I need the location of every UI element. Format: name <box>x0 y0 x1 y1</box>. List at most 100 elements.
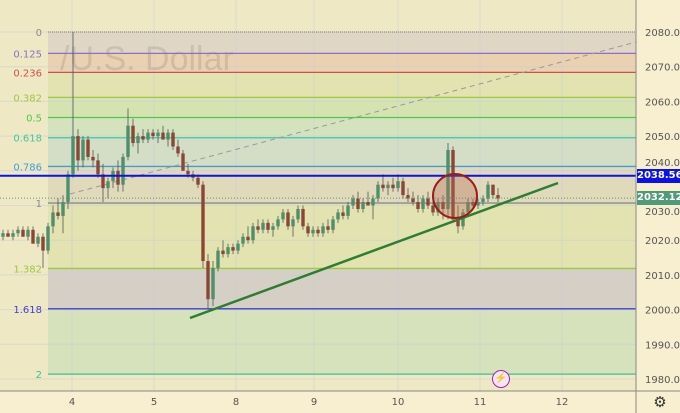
candle-body <box>186 170 190 175</box>
candle <box>51 205 55 234</box>
candle-body <box>281 212 285 220</box>
candle <box>86 136 90 161</box>
horizontal-line-price-tag: 2038.56 <box>637 168 680 183</box>
candle <box>156 129 160 144</box>
candle <box>306 222 310 237</box>
trend-line[interactable] <box>189 181 559 320</box>
candle-body <box>386 184 390 189</box>
candle <box>41 233 45 268</box>
price-tick-label: 2070.00 <box>645 63 680 74</box>
candle <box>291 215 295 237</box>
candle-body <box>366 202 370 206</box>
candle-body <box>316 229 320 234</box>
chart-background <box>0 0 636 391</box>
price-tick-label: 2020.00 <box>645 236 680 247</box>
candle-body <box>346 205 350 216</box>
candle <box>76 129 80 171</box>
current-price-tag: 2032.12 <box>637 191 680 206</box>
time-tick-label: 5 <box>151 397 157 408</box>
candle <box>216 247 220 272</box>
lightning-icon[interactable]: ⚡ <box>492 370 510 388</box>
candle-body <box>421 198 425 209</box>
candle-body <box>11 233 15 237</box>
candle <box>91 149 95 168</box>
candle <box>126 108 130 161</box>
candle-body <box>171 132 175 147</box>
candle-body <box>491 184 495 196</box>
candle <box>481 195 485 206</box>
fib-level-label: 0.125 <box>13 49 42 60</box>
candle-body <box>376 184 380 199</box>
candle-body <box>166 132 170 140</box>
candle <box>411 191 415 206</box>
candle-body <box>226 247 230 255</box>
candle <box>146 129 150 144</box>
time-tick-label: 9 <box>311 397 317 408</box>
candle-body <box>496 195 500 199</box>
candle-body <box>296 208 300 220</box>
candle <box>246 226 250 244</box>
candle <box>151 129 155 140</box>
candle-body <box>46 226 50 251</box>
fib-band <box>48 166 636 204</box>
candle <box>81 136 85 168</box>
candle-body <box>151 132 155 137</box>
candle-body <box>406 195 410 199</box>
candle-body <box>411 198 415 203</box>
candle <box>436 198 440 216</box>
candle-body <box>246 236 250 241</box>
time-tick-label: 4 <box>69 397 75 408</box>
candle-body <box>1 233 5 237</box>
candle <box>281 208 285 223</box>
candle <box>11 229 15 241</box>
fib-band <box>48 72 636 98</box>
fib-level-label: 0.786 <box>13 162 42 173</box>
candle <box>381 174 385 192</box>
candle-body <box>481 198 485 203</box>
candle <box>311 226 315 237</box>
candle <box>286 208 290 230</box>
candle-body <box>56 212 60 216</box>
candle <box>106 177 110 199</box>
candle-body <box>156 132 160 137</box>
candle-body <box>86 139 90 157</box>
candle <box>141 129 145 144</box>
fib-band <box>48 137 636 167</box>
candle <box>401 177 405 199</box>
price-tick-label: 1980.00 <box>645 375 680 386</box>
candle-body <box>91 156 95 161</box>
candle <box>21 226 25 237</box>
fib-trend-dashed-line[interactable] <box>69 41 637 195</box>
candle-body <box>441 202 445 209</box>
candle <box>346 202 350 220</box>
candle-body <box>6 233 10 237</box>
candle-body <box>96 160 100 175</box>
candle <box>426 191 430 209</box>
fib-band <box>48 308 636 375</box>
highlight-circle[interactable] <box>432 173 478 219</box>
candle <box>211 261 215 307</box>
gear-icon[interactable]: ⚙ <box>653 394 667 411</box>
candle <box>406 188 410 203</box>
candle <box>486 181 490 203</box>
candle <box>446 143 450 220</box>
candle-body <box>361 202 365 209</box>
fib-band <box>48 97 636 118</box>
candle-body <box>71 136 75 175</box>
candle-body <box>146 132 150 140</box>
candle-body <box>351 198 355 206</box>
candle-body <box>426 198 430 206</box>
candle <box>266 219 270 234</box>
candle-body <box>371 198 375 206</box>
candle-body <box>181 153 185 171</box>
fib-level-label: 2 <box>36 370 42 381</box>
candle-body <box>436 202 440 213</box>
candle-body <box>221 250 225 255</box>
candle-body <box>66 174 70 203</box>
candle <box>361 198 365 213</box>
candle <box>121 153 125 192</box>
candle <box>371 195 375 220</box>
time-tick-label: 11 <box>474 397 487 408</box>
candle-body <box>356 198 360 209</box>
